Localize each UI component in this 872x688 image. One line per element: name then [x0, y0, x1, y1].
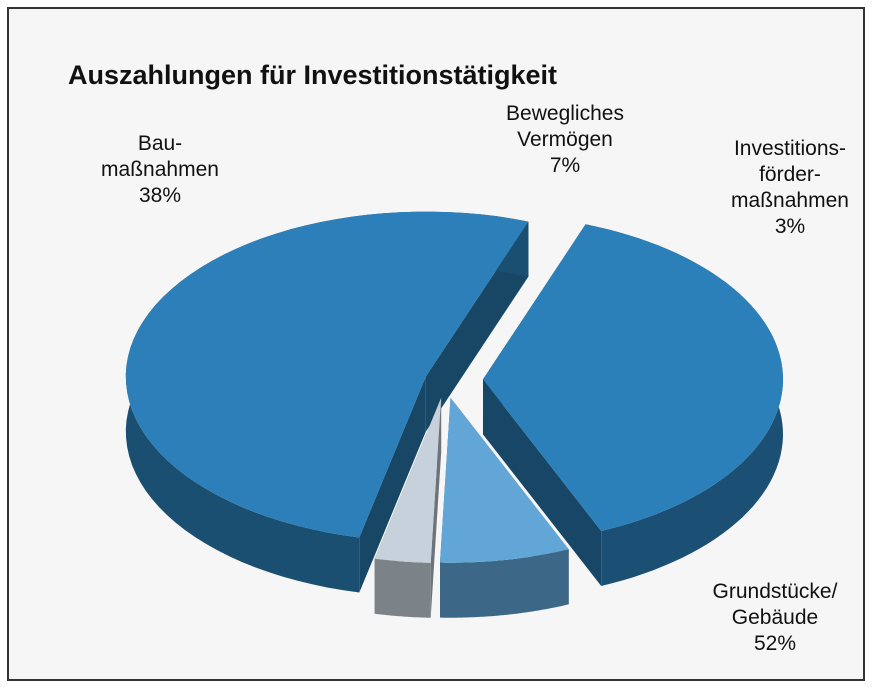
slice-category-label: Bau-maßnahmen — [101, 132, 219, 181]
slice-side — [440, 549, 569, 618]
slice-category-label: Investitions-förder-maßnahmen — [731, 137, 849, 212]
slice-wall — [425, 221, 529, 432]
slice-value-label: 52% — [754, 632, 796, 655]
slice — [440, 397, 569, 563]
slice-value-label: 7% — [550, 154, 580, 177]
slice-category-label: Grundstücke/Gebäude — [713, 580, 838, 629]
slice-value-label: 3% — [775, 215, 805, 238]
slice — [125, 211, 529, 538]
slice-wall — [359, 376, 426, 593]
chart-title: Auszahlungen für Investitionstätigkeit — [68, 60, 557, 90]
slice-side — [374, 558, 431, 618]
slice-wall — [482, 379, 602, 586]
slice — [482, 224, 783, 532]
slice-value-label: 38% — [139, 184, 181, 207]
slice — [374, 397, 442, 563]
slice-category-label: Bewegliches Vermögen — [506, 102, 624, 151]
